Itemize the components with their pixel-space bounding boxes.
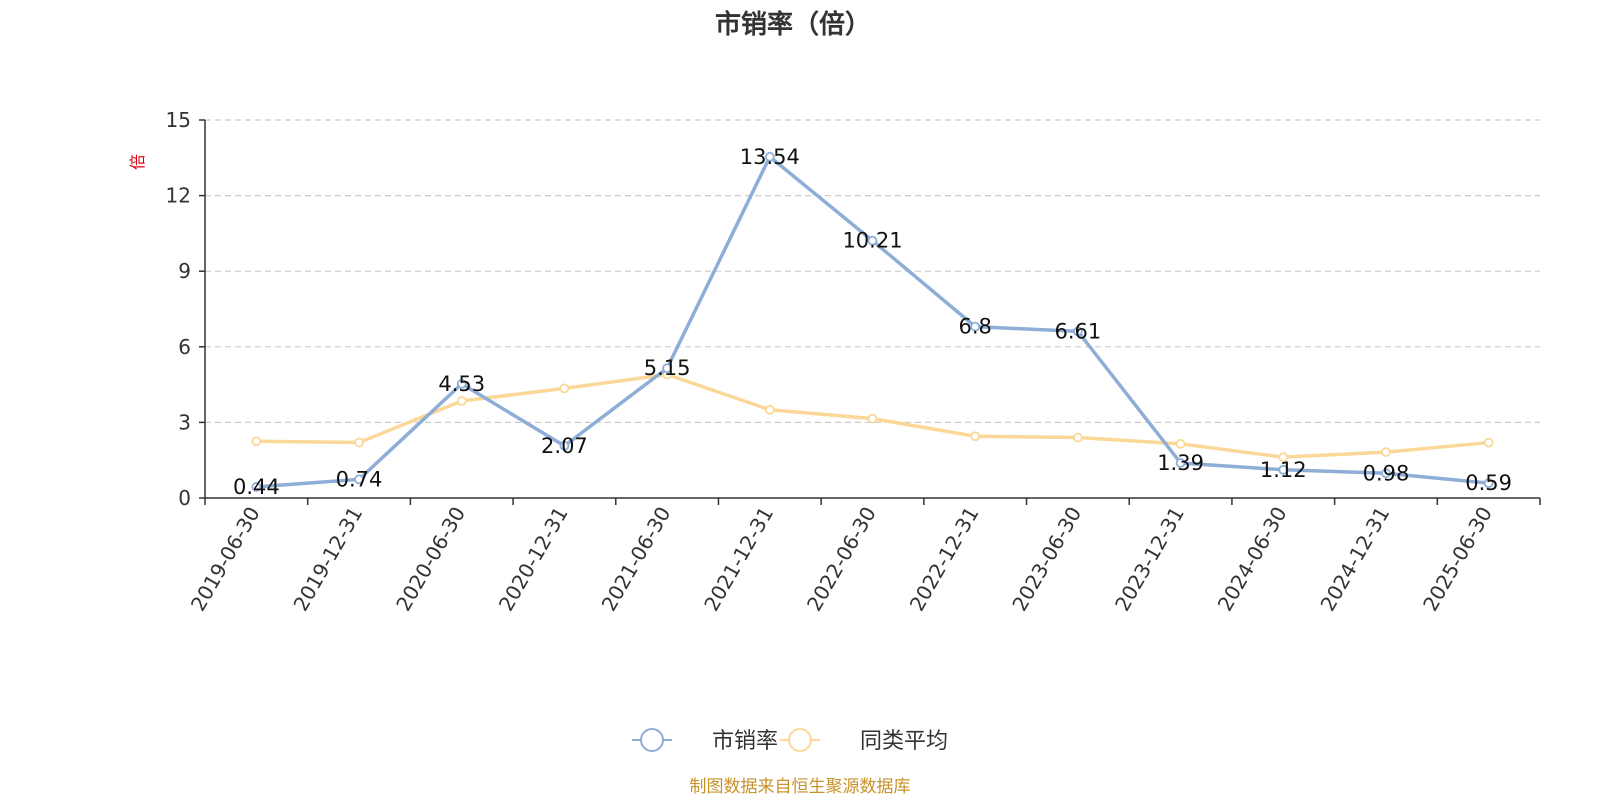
- x-tick-label: 2023-06-30: [1007, 503, 1086, 616]
- data-label: 4.53: [438, 372, 485, 396]
- data-point: [456, 378, 467, 389]
- data-label: 0.74: [336, 467, 383, 491]
- legend-label: 同类平均: [860, 729, 948, 754]
- data-point: [1381, 447, 1391, 458]
- y-tick-label: 6: [178, 335, 191, 359]
- data-label: 0.98: [1363, 461, 1410, 485]
- legend[interactable]: 市销率 同类平均: [632, 728, 948, 754]
- data-point: [456, 396, 467, 406]
- data-point: [354, 437, 364, 448]
- legend-label: 市销率: [712, 729, 778, 754]
- y-tick-label: 0: [178, 486, 191, 510]
- data-point: [970, 431, 981, 442]
- data-point: [1072, 326, 1083, 337]
- data-point: [251, 436, 262, 447]
- data-label: 5.15: [644, 356, 691, 380]
- data-point: [970, 321, 981, 332]
- data-point: [764, 151, 775, 162]
- x-tick-label: 2024-12-31: [1315, 503, 1394, 616]
- data-point: [1278, 464, 1289, 475]
- x-tick-label: 2020-06-30: [391, 503, 470, 616]
- series-lines: [251, 151, 1494, 492]
- data-label: 6.8: [958, 315, 991, 339]
- x-tick-label: 2019-06-30: [186, 503, 265, 616]
- data-point: [1483, 478, 1494, 489]
- x-tick-label: 2024-06-30: [1213, 503, 1292, 616]
- data-label: 13.54: [740, 145, 800, 169]
- data-point: [1175, 438, 1186, 449]
- y-tick-label: 3: [178, 410, 191, 434]
- series-line-0: [254, 155, 1491, 489]
- x-tick-label: 2021-12-31: [699, 503, 778, 616]
- y-axis-unit: 倍: [128, 154, 147, 170]
- data-label: 2.07: [541, 434, 588, 458]
- data-label: 6.61: [1055, 319, 1102, 343]
- data-point: [1483, 437, 1494, 448]
- data-point: [1278, 452, 1289, 463]
- x-tick-label: 2022-06-30: [802, 503, 881, 616]
- axes: 0 3 6 9 12 15 2019-06-30 2019-12-31 2020-06-30 20…: [166, 108, 1541, 616]
- data-point: [251, 482, 262, 492]
- data-label: 0.59: [1465, 471, 1512, 495]
- legend-item-1[interactable]: 同类平均: [780, 728, 948, 754]
- data-point: [1175, 458, 1186, 468]
- legend-marker-icon: [788, 728, 812, 752]
- data-point: [662, 363, 673, 374]
- y-tick-label: 9: [178, 259, 191, 283]
- data-label: 10.21: [842, 229, 902, 253]
- legend-marker-icon: [640, 728, 664, 752]
- data-label: 0.44: [233, 475, 280, 499]
- data-point: [867, 235, 878, 246]
- data-point: [354, 474, 364, 485]
- data-point: [1381, 468, 1391, 479]
- x-tick-label: 2021-06-30: [597, 503, 676, 616]
- x-tick-label: 2023-12-31: [1110, 503, 1189, 616]
- chart-title: 市销率（倍）: [715, 9, 871, 40]
- data-point: [559, 383, 570, 394]
- data-label: 1.39: [1157, 451, 1204, 475]
- data-labels: 0.44 0.74 4.53 2.07 5.15 13.54 10.21 6.8 6.61 1.3…: [233, 145, 1512, 499]
- x-tick-label: 2025-06-30: [1418, 503, 1497, 616]
- y-tick-label: 15: [166, 108, 191, 132]
- x-tick-label: 2022-12-31: [905, 503, 984, 616]
- y-tick-label: 12: [166, 184, 191, 208]
- data-point: [1072, 432, 1083, 443]
- x-tick-label: 2020-12-31: [494, 503, 573, 616]
- data-point: [764, 404, 775, 415]
- grid-lines: [205, 119, 1540, 423]
- x-tick-label: 2019-12-31: [288, 503, 367, 616]
- data-source-note: 制图数据来自恒生聚源数据库: [690, 777, 911, 797]
- data-label: 1.12: [1260, 458, 1307, 482]
- data-point: [867, 413, 878, 424]
- data-point: [559, 440, 570, 451]
- legend-item-0[interactable]: 市销率: [632, 728, 778, 754]
